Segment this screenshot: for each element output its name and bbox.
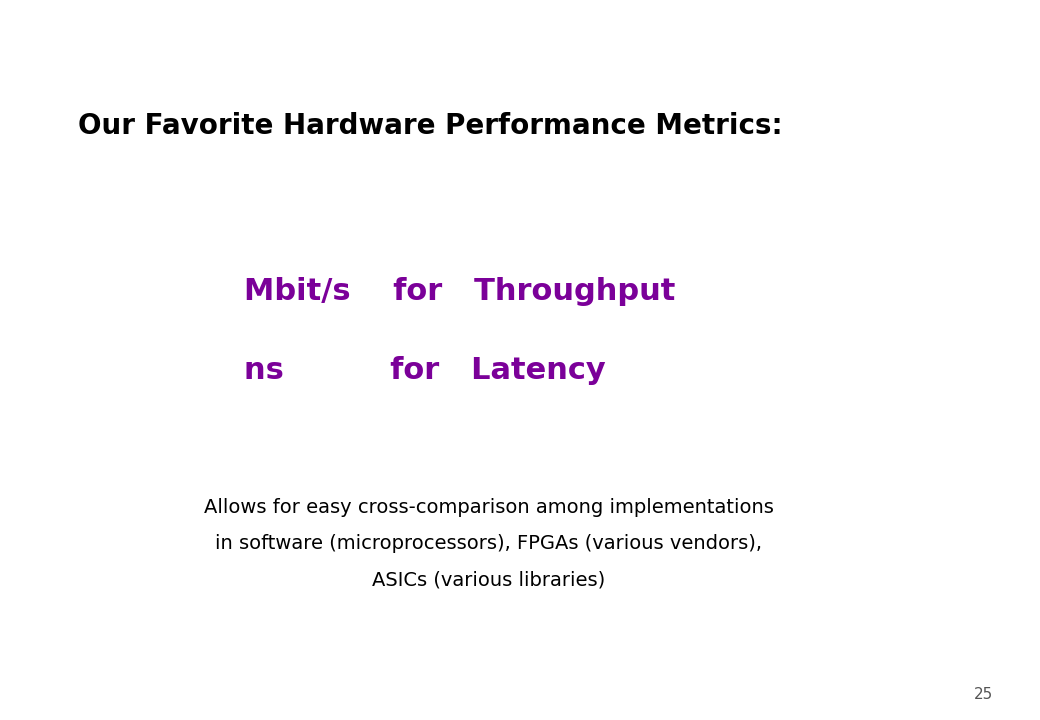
Text: ns          for   Latency: ns for Latency	[244, 356, 606, 385]
Text: in software (microprocessors), FPGAs (various vendors),: in software (microprocessors), FPGAs (va…	[215, 534, 762, 553]
Text: Our Favorite Hardware Performance Metrics:: Our Favorite Hardware Performance Metric…	[78, 112, 783, 140]
Text: Allows for easy cross-comparison among implementations: Allows for easy cross-comparison among i…	[204, 498, 774, 517]
Text: 25: 25	[973, 687, 993, 702]
Text: ASICs (various libraries): ASICs (various libraries)	[372, 570, 605, 589]
Text: Mbit/s    for   Throughput: Mbit/s for Throughput	[244, 277, 676, 306]
